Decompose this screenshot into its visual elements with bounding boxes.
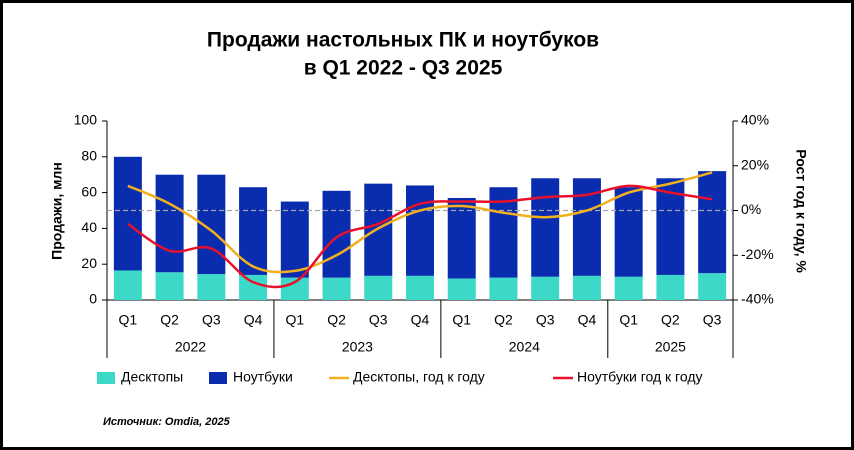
x-tick-label: Q1 [452, 312, 471, 328]
legend-label: Ноутбуки год к году [577, 369, 703, 385]
bar [155, 272, 184, 300]
bar [197, 274, 226, 300]
bar [280, 201, 309, 278]
group-label: 2025 [655, 339, 686, 355]
y-tick-label: 20 [81, 255, 97, 271]
x-tick-label: Q2 [494, 312, 513, 328]
legend-label: Десктопы [121, 369, 183, 385]
bar [698, 171, 727, 274]
bar [656, 274, 685, 300]
bar [447, 278, 476, 300]
bar [447, 197, 476, 279]
bar [572, 275, 601, 300]
x-tick-label: Q3 [369, 312, 388, 328]
legend-label: Ноутбуки [233, 369, 293, 385]
y2-tick-label: 40% [741, 112, 769, 128]
bar [489, 277, 518, 300]
legend-swatch [209, 372, 227, 384]
y2-tick-label: -20% [741, 246, 774, 262]
bar [406, 275, 434, 300]
source-note: Источник: Omdia, 2025 [103, 416, 231, 428]
group-label: 2022 [175, 339, 206, 355]
line-series [127, 184, 713, 289]
x-tick-label: Q1 [285, 312, 304, 328]
bar [239, 274, 268, 300]
bar [280, 277, 309, 300]
y2-tick-label: 0% [741, 201, 761, 217]
x-tick-label: Q4 [578, 312, 597, 328]
y-tick-label: 80 [81, 148, 97, 164]
y-tick-label: 100 [74, 112, 98, 128]
chart: Продажи настольных ПК и ноутбуков в Q1 2… [49, 29, 810, 428]
legend-label: Десктопы, год к году [353, 369, 485, 385]
bar [322, 277, 351, 300]
bar [364, 275, 393, 300]
bar [531, 276, 560, 300]
x-tick-label: Q3 [536, 312, 555, 328]
x-tick-label: Q1 [119, 312, 138, 328]
bar [239, 187, 268, 275]
x-tick-label: Q2 [327, 312, 346, 328]
x-tick-label: Q1 [619, 312, 638, 328]
bar [322, 190, 351, 278]
legend-swatch [97, 372, 115, 384]
bar [113, 156, 142, 271]
group-label: 2024 [509, 339, 540, 355]
x-tick-label: Q4 [411, 312, 430, 328]
y-tick-label: 0 [89, 291, 97, 307]
chart-title: в Q1 2022 - Q3 2025 [304, 57, 503, 80]
y2-tick-label: 20% [741, 156, 769, 172]
chart-title: Продажи настольных ПК и ноутбуков [207, 29, 599, 52]
y-tick-label: 40 [81, 219, 97, 235]
group-label: 2023 [342, 339, 373, 355]
x-tick-label: Q3 [703, 312, 722, 328]
y2-axis-title: Рост год к году, % [793, 149, 809, 273]
bar [614, 187, 643, 277]
bar [614, 276, 643, 300]
x-tick-label: Q4 [244, 312, 263, 328]
y-axis-title: Продажи, млн [49, 162, 65, 260]
bar [406, 185, 434, 276]
x-tick-label: Q2 [661, 312, 680, 328]
y-tick-label: 60 [81, 183, 97, 199]
y2-tick-label: -40% [741, 291, 774, 307]
bar [531, 178, 560, 277]
line-series [127, 171, 713, 274]
bar [113, 270, 142, 300]
bar [155, 174, 184, 273]
bar [698, 273, 727, 300]
x-tick-label: Q3 [202, 312, 221, 328]
x-tick-label: Q2 [160, 312, 179, 328]
